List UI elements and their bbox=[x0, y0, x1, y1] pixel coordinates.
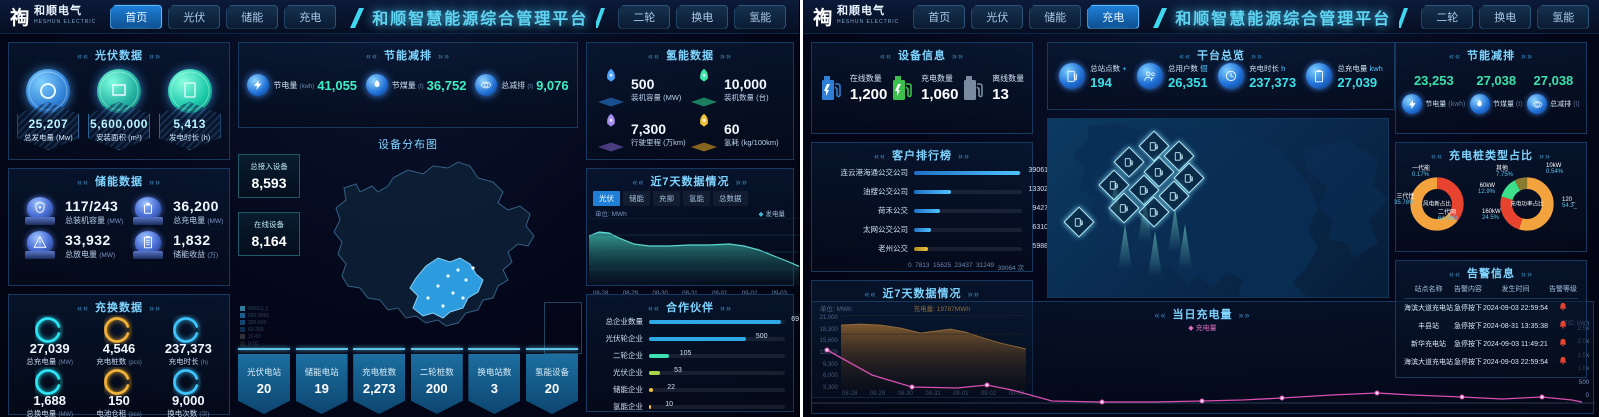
svg-text:充电功率占比: 充电功率占比 bbox=[1510, 199, 1544, 207]
